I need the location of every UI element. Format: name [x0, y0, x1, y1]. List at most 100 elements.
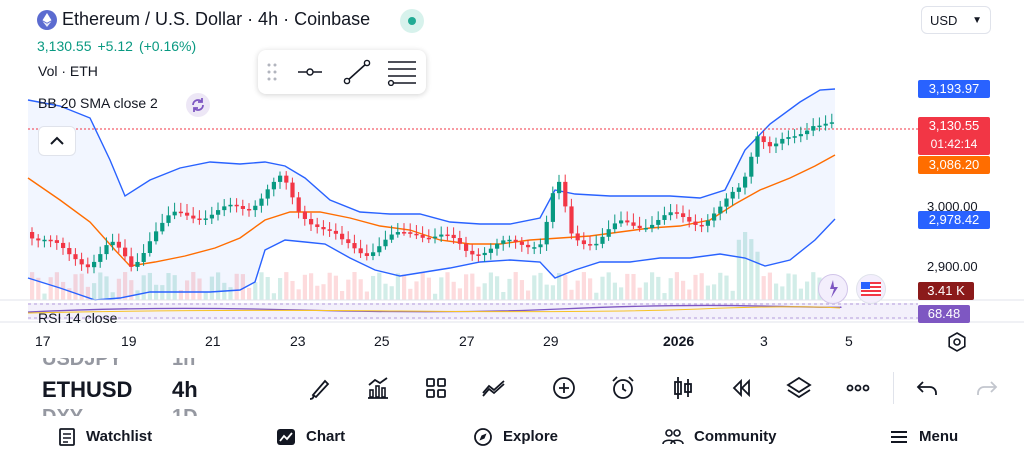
y-axis-tick-2900: 2,900.00	[927, 259, 978, 274]
alert-icon[interactable]	[608, 373, 638, 403]
candle	[724, 198, 729, 207]
horizontal-line-icon[interactable]	[296, 60, 324, 84]
symbol-title[interactable]: Ethereum / U.S. Dollar · 4h · Coinbase	[62, 9, 371, 29]
price-readout: 3,130.55 +5.12 (+0.16%)	[37, 38, 202, 54]
timeframe-current[interactable]: 4h	[172, 377, 198, 402]
candle	[383, 239, 388, 247]
candle	[488, 248, 493, 253]
candle	[116, 241, 121, 248]
chart-settings-icon[interactable]	[946, 331, 968, 353]
volume-bar	[402, 274, 407, 300]
volume-bar	[439, 277, 444, 300]
volume-bar	[811, 272, 816, 300]
undo-icon[interactable]	[912, 373, 942, 403]
candle	[358, 248, 363, 254]
compass-icon	[474, 428, 492, 446]
volume-bar	[637, 287, 642, 300]
nav-watchlist-label: Watchlist	[86, 427, 153, 445]
volume-indicator-label[interactable]: Vol · ETH	[38, 63, 98, 79]
volume-bar	[792, 274, 797, 300]
volume-bar	[104, 276, 109, 300]
rsi-ma-line	[27, 306, 841, 314]
candle	[563, 181, 568, 207]
volume-bar	[54, 272, 59, 300]
fib-retracement-icon[interactable]	[386, 58, 418, 86]
volume-bar	[656, 276, 661, 300]
timeframe-next[interactable]: 1D	[172, 406, 198, 416]
candle	[290, 182, 295, 198]
ai-spark-icon[interactable]	[818, 274, 848, 304]
candle	[346, 239, 351, 244]
rsi-indicator-label[interactable]: RSI 14 close	[38, 311, 118, 323]
nav-watchlist[interactable]: Watchlist	[58, 427, 152, 449]
volume-bar	[631, 274, 636, 300]
x-axis-tick-19: 19	[121, 333, 137, 349]
nav-community[interactable]: Community	[662, 427, 777, 449]
candle	[761, 136, 766, 143]
volume-bar	[532, 275, 537, 300]
candle	[668, 212, 673, 216]
candle	[693, 221, 698, 225]
candle	[98, 254, 103, 262]
redo-icon[interactable]	[972, 373, 1002, 403]
volume-bar	[476, 286, 481, 300]
indicators-icon[interactable]	[363, 373, 393, 403]
currency-select[interactable]: USD ▼	[921, 6, 991, 34]
candle	[166, 215, 171, 223]
candle-icon[interactable]	[668, 373, 698, 403]
volume-bar	[278, 278, 283, 300]
volume-bar	[650, 272, 655, 300]
candle	[581, 240, 586, 245]
candle	[234, 204, 239, 207]
volume-bar	[234, 273, 239, 300]
volume-bar	[612, 282, 617, 300]
layers-icon[interactable]	[784, 373, 814, 403]
volume-bar	[600, 276, 605, 300]
refresh-icon[interactable]	[186, 93, 210, 117]
market-open-icon[interactable]	[400, 9, 424, 33]
timeframe-prev[interactable]: 1h	[172, 358, 196, 370]
compare-icon[interactable]	[479, 373, 509, 403]
volume-bar	[687, 289, 692, 300]
volume-bar	[284, 272, 289, 300]
symbol-picker[interactable]: USDJPY 1h ETHUSD 4h DXY 1D	[42, 358, 212, 416]
volume-bar	[321, 284, 326, 300]
nav-chart-label: Chart	[306, 427, 346, 445]
add-icon[interactable]	[549, 373, 579, 403]
more-icon[interactable]	[843, 373, 873, 403]
hamburger-icon	[891, 431, 907, 443]
nav-menu[interactable]: Menu	[889, 427, 958, 449]
volume-bar	[606, 272, 611, 300]
nav-chart[interactable]: Chart	[276, 427, 345, 449]
trend-line-icon[interactable]	[342, 58, 372, 86]
replay-icon[interactable]	[726, 373, 756, 403]
drag-handle-icon[interactable]	[266, 62, 278, 82]
candle	[631, 222, 636, 226]
candle	[439, 234, 444, 237]
price-chart[interactable]	[0, 0, 1024, 340]
collapse-legend-button[interactable]	[38, 126, 76, 156]
y-axis-tick-3000: 3,000.00	[927, 199, 978, 214]
candle	[681, 213, 686, 218]
symbol-next[interactable]: DXY	[42, 406, 83, 416]
candle	[811, 126, 816, 131]
candle	[340, 233, 345, 240]
volume-bar	[674, 272, 679, 300]
brush-icon[interactable]	[305, 373, 335, 403]
candle	[364, 253, 369, 256]
candle	[222, 206, 227, 211]
volume-bar	[743, 232, 748, 300]
candle	[457, 238, 462, 244]
bollinger-indicator-label[interactable]: BB 20 SMA close 2	[38, 95, 158, 111]
volume-bar	[588, 278, 593, 300]
nav-explore[interactable]: Explore	[473, 427, 558, 449]
layout-icon[interactable]	[421, 373, 451, 403]
candle	[612, 223, 617, 230]
us-flag-icon[interactable]	[856, 274, 886, 304]
symbol-prev[interactable]: USDJPY	[42, 358, 123, 370]
symbol-current[interactable]: ETHUSD	[42, 377, 133, 402]
candle	[172, 211, 177, 216]
volume-bar	[315, 285, 320, 300]
volume-bar	[209, 276, 214, 300]
volume-bar	[48, 277, 53, 300]
